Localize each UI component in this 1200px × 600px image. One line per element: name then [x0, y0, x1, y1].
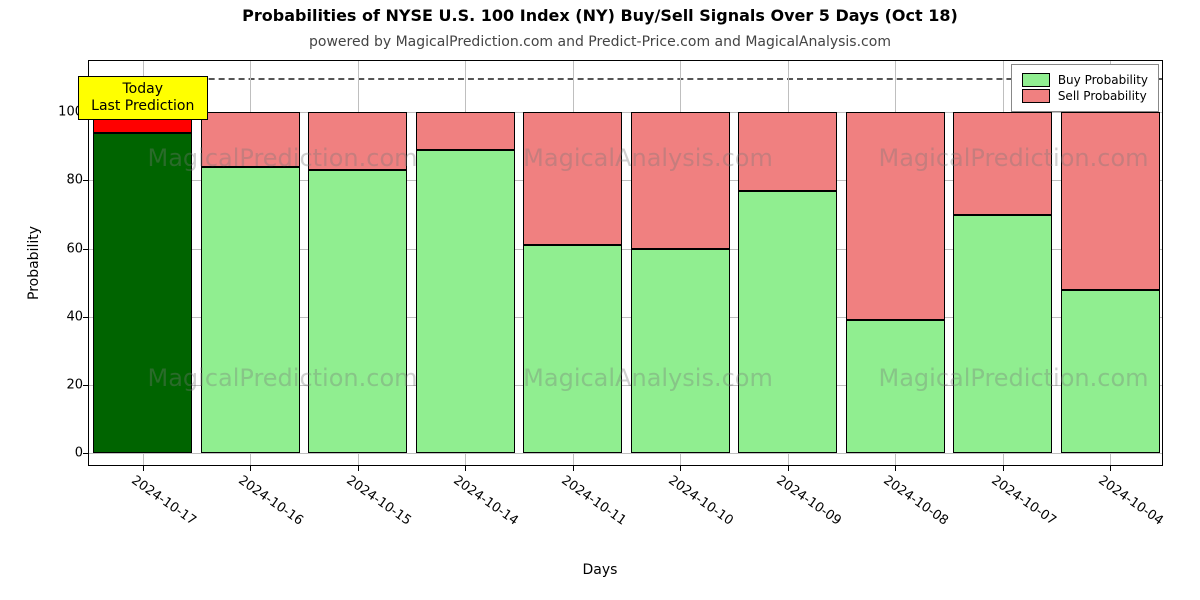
- x-tick: [143, 465, 144, 471]
- y-tick-label: 0: [75, 446, 83, 461]
- x-tick-label: 2024-10-04: [1096, 473, 1167, 529]
- bar-sell: [631, 112, 730, 248]
- bar-buy: [416, 150, 515, 454]
- today-annotation-line: Last Prediction: [87, 98, 199, 115]
- y-tick-label: 60: [66, 241, 83, 256]
- bar-sell: [846, 112, 945, 320]
- today-annotation: TodayLast Prediction: [78, 76, 208, 120]
- threshold-line: [89, 78, 1162, 80]
- bar-buy: [93, 133, 192, 454]
- x-tick: [680, 465, 681, 471]
- y-tick: [83, 385, 89, 386]
- y-tick-label: 20: [66, 378, 83, 393]
- bar-buy: [308, 170, 407, 453]
- chart-wrap: Probabilities of NYSE U.S. 100 Index (NY…: [0, 0, 1200, 600]
- x-tick: [465, 465, 466, 471]
- x-tick: [358, 465, 359, 471]
- y-axis-label: Probability: [26, 226, 42, 300]
- legend-row: Sell Probability: [1022, 89, 1148, 103]
- legend-swatch: [1022, 73, 1050, 87]
- bar-buy: [201, 167, 300, 454]
- x-tick-label: 2024-10-15: [343, 473, 414, 529]
- bar-buy: [846, 320, 945, 453]
- bar-sell: [201, 112, 300, 167]
- bar-buy: [523, 245, 622, 453]
- bar-buy: [953, 215, 1052, 454]
- x-tick-label: 2024-10-10: [666, 473, 737, 529]
- bar-buy: [738, 191, 837, 454]
- x-tick-label: 2024-10-17: [128, 473, 199, 529]
- legend-label: Sell Probability: [1058, 89, 1147, 103]
- bar-sell: [308, 112, 407, 170]
- bar-buy: [631, 249, 730, 454]
- y-tick: [83, 453, 89, 454]
- legend-row: Buy Probability: [1022, 73, 1148, 87]
- bar-buy: [1061, 290, 1160, 454]
- x-tick: [1110, 465, 1111, 471]
- x-tick-label: 2024-10-07: [988, 473, 1059, 529]
- y-tick: [83, 317, 89, 318]
- y-tick: [83, 249, 89, 250]
- gridline-h: [89, 453, 1162, 454]
- x-tick: [895, 465, 896, 471]
- legend-swatch: [1022, 89, 1050, 103]
- x-tick-label: 2024-10-08: [881, 473, 952, 529]
- x-tick-label: 2024-10-16: [236, 473, 307, 529]
- x-tick: [250, 465, 251, 471]
- chart-title: Probabilities of NYSE U.S. 100 Index (NY…: [0, 6, 1200, 25]
- x-tick: [573, 465, 574, 471]
- bar-sell: [416, 112, 515, 150]
- y-tick-label: 80: [66, 173, 83, 188]
- legend-label: Buy Probability: [1058, 73, 1148, 87]
- bar-sell: [1061, 112, 1160, 289]
- x-tick-label: 2024-10-11: [558, 473, 629, 529]
- legend: Buy Probability Sell Probability: [1011, 64, 1159, 112]
- x-axis-label: Days: [583, 562, 618, 578]
- bar-sell: [953, 112, 1052, 214]
- y-tick-label: 40: [66, 309, 83, 324]
- today-annotation-line: Today: [87, 81, 199, 98]
- x-tick-label: 2024-10-14: [451, 473, 522, 529]
- bar-sell: [738, 112, 837, 190]
- x-tick: [788, 465, 789, 471]
- y-tick: [83, 180, 89, 181]
- x-tick: [1003, 465, 1004, 471]
- chart-subtitle: powered by MagicalPrediction.com and Pre…: [0, 34, 1200, 50]
- plot-area: 0204060801002024-10-172024-10-162024-10-…: [88, 60, 1163, 466]
- bar-sell: [523, 112, 622, 245]
- x-tick-label: 2024-10-09: [773, 473, 844, 529]
